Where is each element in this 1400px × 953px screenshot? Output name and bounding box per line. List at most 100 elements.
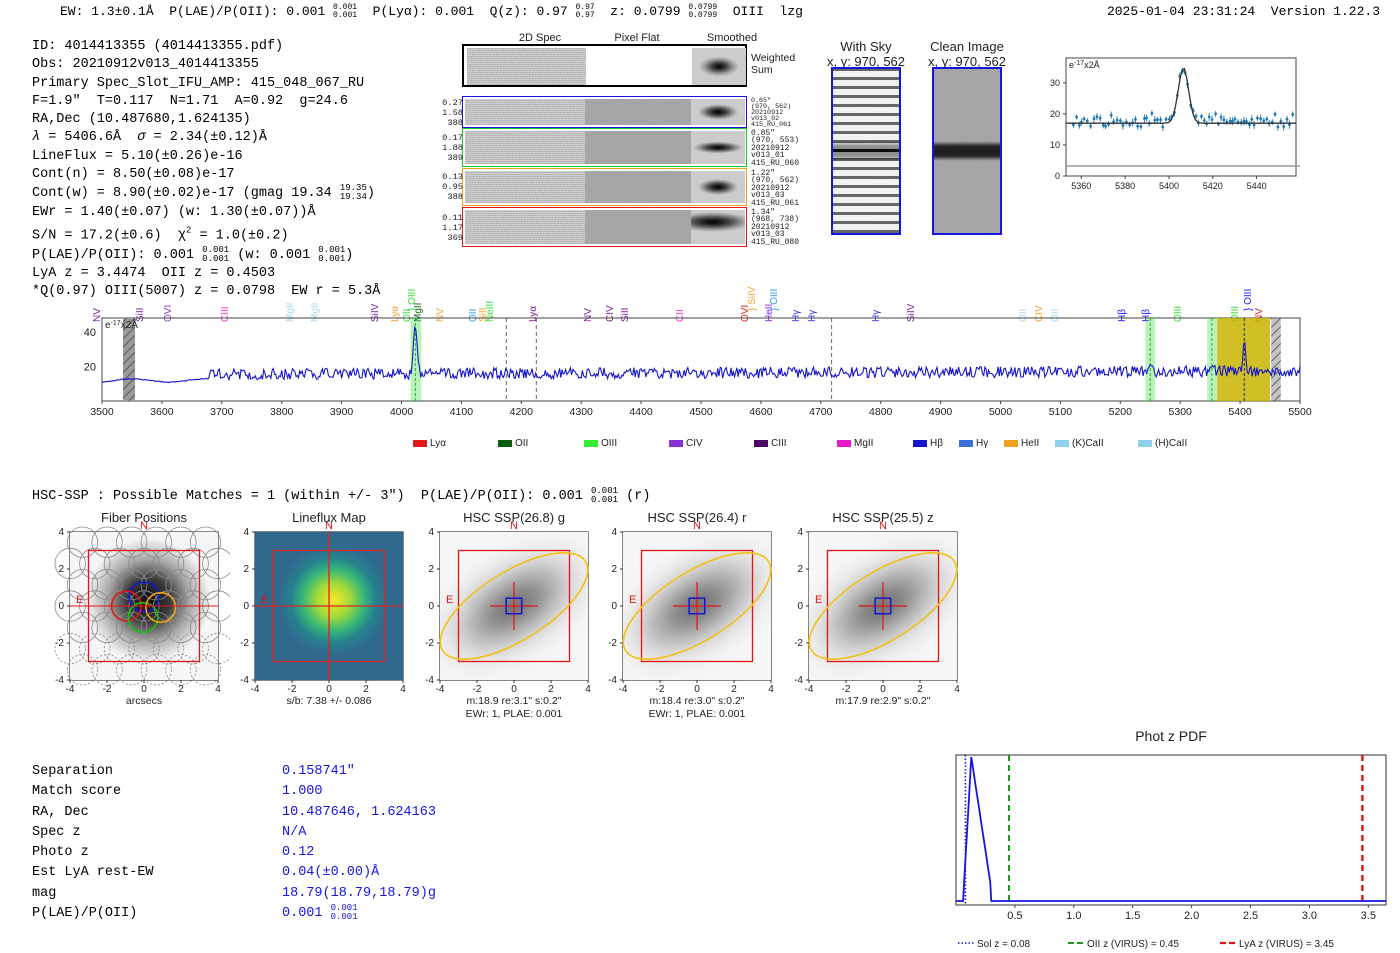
svg-text:-2: -2 (656, 684, 665, 695)
svg-text:m:18.4 re:3.0" s:0.2": m:18.4 re:3.0" s:0.2" (649, 695, 744, 707)
svg-text:5000: 5000 (989, 406, 1013, 418)
svg-text:EWr: 1, PLAE: 0.001: EWr: 1, PLAE: 0.001 (466, 708, 563, 720)
svg-text:3.0: 3.0 (1302, 910, 1317, 922)
svg-text:2: 2 (58, 564, 64, 575)
svg-text:4400: 4400 (629, 406, 653, 418)
svg-text:4600: 4600 (749, 406, 773, 418)
svg-text:E: E (76, 594, 83, 606)
svg-text:0.5: 0.5 (1007, 910, 1022, 922)
svg-text:0: 0 (797, 601, 803, 612)
svg-text:0: 0 (58, 601, 64, 612)
svg-text:5360: 5360 (1071, 181, 1091, 191)
svg-text:20: 20 (1050, 109, 1060, 119)
svg-text:0: 0 (428, 601, 434, 612)
svg-text:3800: 3800 (270, 406, 294, 418)
svg-text:-2: -2 (794, 638, 803, 649)
svg-text:4200: 4200 (510, 406, 534, 418)
svg-text:20: 20 (84, 361, 96, 373)
svg-text:Fiber Positions: Fiber Positions (101, 510, 187, 525)
svg-text:0: 0 (511, 684, 517, 695)
svg-text:0: 0 (1055, 171, 1060, 181)
svg-text:5440: 5440 (1247, 181, 1267, 191)
svg-text:m:17.9 re:2.9" s:0.2": m:17.9 re:2.9" s:0.2" (835, 695, 930, 707)
svg-text:2.0: 2.0 (1184, 910, 1199, 922)
svg-text:5420: 5420 (1203, 181, 1223, 191)
svg-text:-4: -4 (251, 684, 260, 695)
svg-text:EWr: 1, PLAE: 0.001: EWr: 1, PLAE: 0.001 (649, 708, 746, 720)
svg-text:3600: 3600 (150, 406, 174, 418)
svg-text:E: E (446, 594, 453, 606)
svg-text:-2: -2 (608, 638, 617, 649)
svg-text:4: 4 (428, 527, 434, 538)
svg-text:-4: -4 (436, 684, 445, 695)
svg-text:4: 4 (611, 527, 617, 538)
svg-text:2: 2 (797, 564, 803, 575)
svg-text:3.5: 3.5 (1361, 910, 1376, 922)
svg-text:2: 2 (428, 564, 434, 575)
svg-text:2: 2 (548, 684, 554, 695)
svg-text:5100: 5100 (1049, 406, 1073, 418)
svg-text:0: 0 (880, 684, 886, 695)
svg-text:4900: 4900 (929, 406, 953, 418)
svg-text:0: 0 (141, 684, 147, 695)
svg-text:Lineflux Map: Lineflux Map (292, 510, 366, 525)
svg-text:4: 4 (400, 684, 406, 695)
svg-text:4700: 4700 (809, 406, 833, 418)
svg-text:4000: 4000 (390, 406, 414, 418)
svg-text:+: + (146, 600, 152, 612)
svg-text:2.5: 2.5 (1243, 910, 1258, 922)
svg-text:-4: -4 (794, 675, 803, 686)
svg-text:-4: -4 (608, 675, 617, 686)
svg-text:3500: 3500 (90, 406, 114, 418)
svg-text:-2: -2 (842, 684, 851, 695)
svg-text:E: E (815, 594, 822, 606)
svg-text:OII z (VIRUS) = 0.45: OII z (VIRUS) = 0.45 (1087, 939, 1179, 950)
svg-text:4: 4 (954, 684, 960, 695)
svg-text:-2: -2 (240, 638, 249, 649)
svg-text:0: 0 (243, 601, 249, 612)
svg-text:e-17x2Å: e-17x2Å (105, 318, 138, 331)
svg-text:5200: 5200 (1109, 406, 1133, 418)
svg-text:s/b: 7.38 +/- 0.086: s/b: 7.38 +/- 0.086 (287, 695, 372, 707)
svg-text:5400: 5400 (1228, 406, 1252, 418)
svg-text:-4: -4 (619, 684, 628, 695)
svg-text:0: 0 (326, 684, 332, 695)
svg-text:HSC SSP(25.5) z: HSC SSP(25.5) z (832, 510, 933, 525)
svg-text:0: 0 (694, 684, 700, 695)
svg-text:4: 4 (243, 527, 249, 538)
svg-text:0: 0 (611, 601, 617, 612)
svg-text:-4: -4 (805, 684, 814, 695)
svg-text:LyA z (VIRUS) = 3.45: LyA z (VIRUS) = 3.45 (1239, 939, 1334, 950)
svg-text:-4: -4 (240, 675, 249, 686)
svg-text:-4: -4 (55, 675, 64, 686)
svg-text:-2: -2 (103, 684, 112, 695)
svg-text:HSC SSP(26.8) g: HSC SSP(26.8) g (463, 510, 565, 525)
svg-text:3700: 3700 (210, 406, 234, 418)
svg-text:-4: -4 (66, 684, 75, 695)
svg-text:3900: 3900 (330, 406, 354, 418)
svg-text:1.0: 1.0 (1066, 910, 1081, 922)
svg-text:e-17x2Å: e-17x2Å (1069, 60, 1100, 71)
svg-text:4: 4 (768, 684, 774, 695)
svg-text:4500: 4500 (689, 406, 713, 418)
svg-text:4100: 4100 (450, 406, 474, 418)
svg-text:HSC SSP(26.4) r: HSC SSP(26.4) r (648, 510, 748, 525)
svg-text:2: 2 (917, 684, 923, 695)
svg-text:Sol z = 0.08: Sol z = 0.08 (977, 939, 1031, 950)
svg-text:4: 4 (585, 684, 591, 695)
svg-text:2: 2 (731, 684, 737, 695)
svg-text:-2: -2 (288, 684, 297, 695)
svg-text:40: 40 (84, 327, 96, 339)
svg-text:4: 4 (797, 527, 803, 538)
svg-text:4: 4 (215, 684, 221, 695)
svg-text:5300: 5300 (1169, 406, 1193, 418)
svg-text:E: E (261, 594, 268, 606)
svg-text:4300: 4300 (570, 406, 594, 418)
svg-text:2: 2 (243, 564, 249, 575)
svg-text:-4: -4 (425, 675, 434, 686)
svg-text:5400: 5400 (1159, 181, 1179, 191)
svg-text:10: 10 (1050, 140, 1060, 150)
svg-text:2: 2 (178, 684, 184, 695)
svg-text:4: 4 (58, 527, 64, 538)
svg-text:-2: -2 (55, 638, 64, 649)
